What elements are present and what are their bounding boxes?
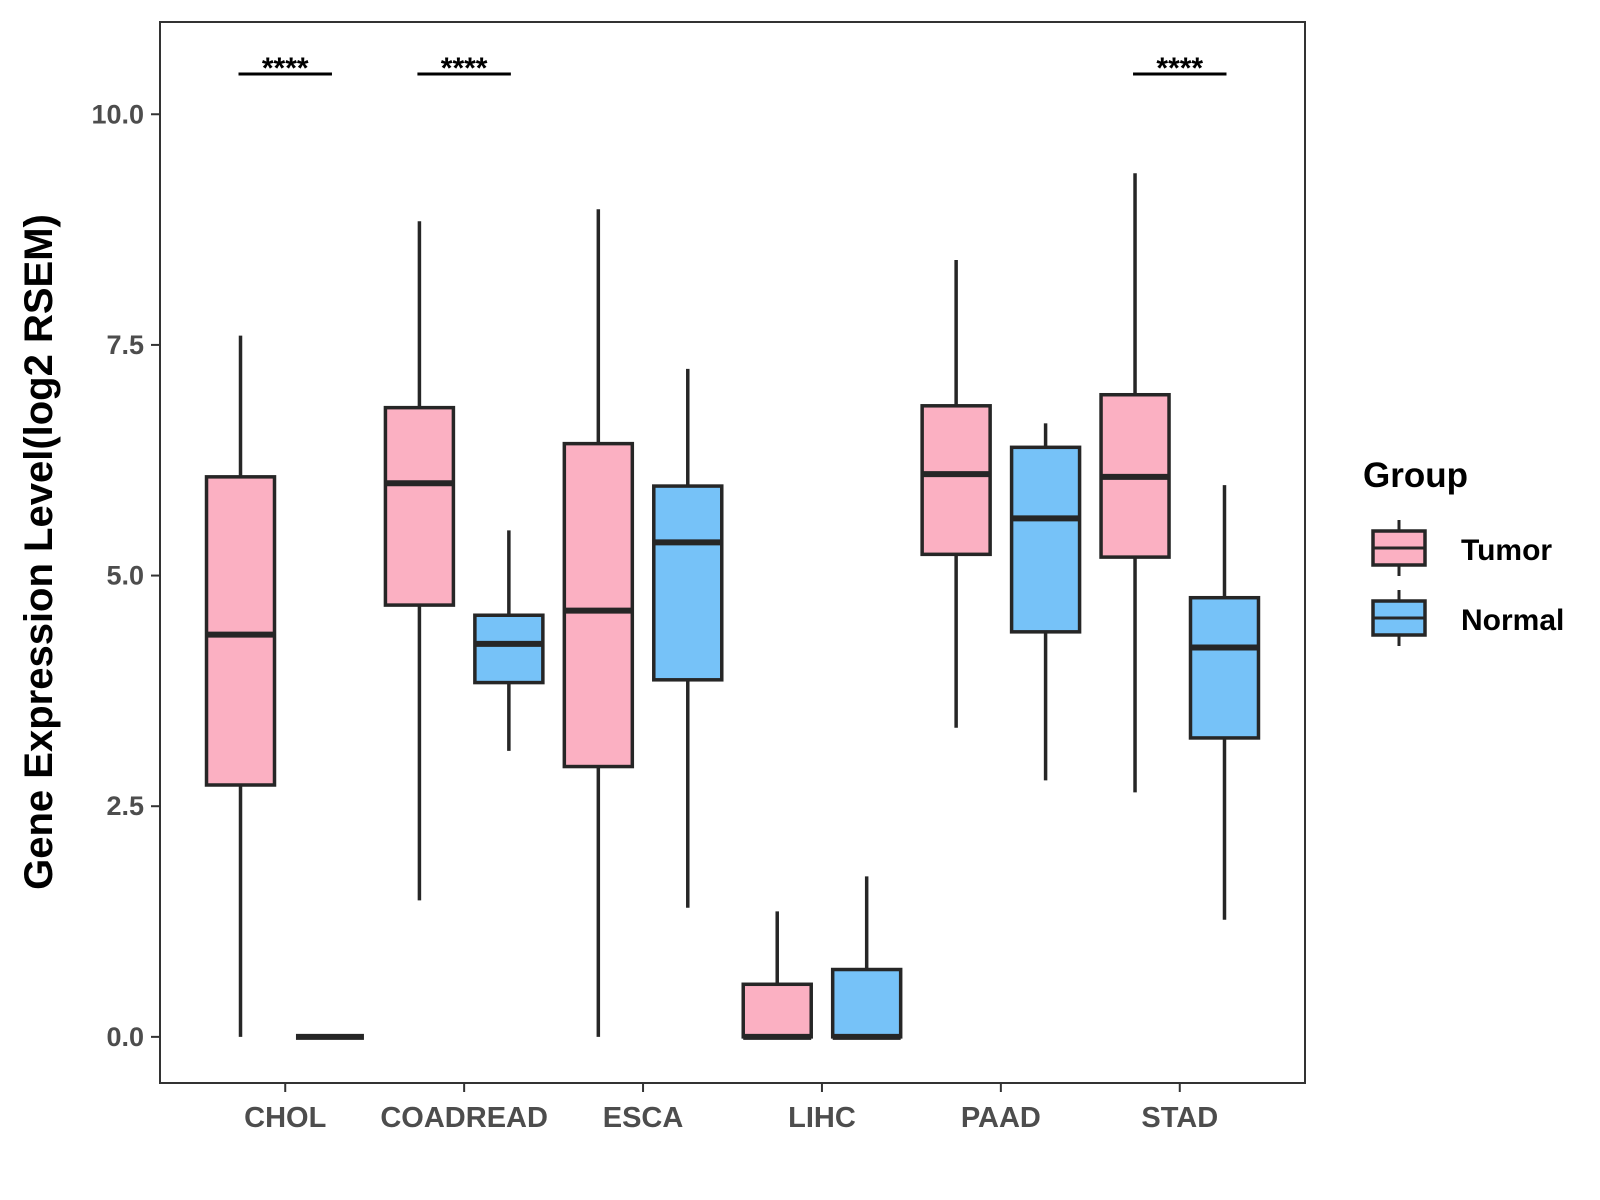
legend-key-normal [1371, 590, 1427, 646]
y-tick-label: 0.0 [106, 1022, 144, 1052]
box-tumor-chol [204, 335, 277, 1037]
y-tick-label: 10.0 [91, 99, 144, 129]
box-body [383, 405, 456, 607]
box-body [204, 475, 277, 787]
legend-title: Group [1363, 456, 1468, 495]
x-tick-label-lihc: LIHC [788, 1102, 856, 1134]
legend-label-tumor: Tumor [1461, 534, 1552, 567]
box-body [1188, 595, 1261, 740]
box-tumor-paad [920, 260, 992, 728]
y-tick-label: 7.5 [106, 330, 144, 360]
box-normal-stad [1188, 485, 1261, 920]
x-tick-label-coadread: COADREAD [380, 1102, 548, 1134]
box-tumor-lihc [741, 911, 813, 1040]
x-tick-label-stad: STAD [1141, 1102, 1218, 1134]
significance-label-chol: **** [262, 52, 309, 85]
y-tick-label: 5.0 [106, 561, 144, 591]
significance-label-coadread: **** [441, 52, 488, 85]
y-axis-title: Gene Expression Level(log2 RSEM) [17, 214, 61, 890]
x-tick-label-chol: CHOL [244, 1102, 326, 1134]
x-tick-label-esca: ESCA [603, 1102, 684, 1134]
box-normal-lihc [830, 876, 903, 1040]
box-body [741, 982, 813, 1039]
significance-label-stad: **** [1156, 52, 1203, 85]
box-normal-esca [652, 368, 724, 908]
box-body [920, 404, 992, 557]
box-body [652, 484, 724, 682]
box-tumor-stad [1099, 173, 1171, 793]
box-tumor-esca [562, 209, 635, 1037]
y-tick-label: 2.5 [106, 791, 144, 821]
box-body [562, 441, 635, 769]
box-body [1009, 445, 1082, 634]
x-tick-label-paad: PAAD [961, 1102, 1041, 1134]
legend-key-tumor [1371, 520, 1427, 576]
box-body [830, 967, 903, 1039]
box-normal-paad [1009, 423, 1082, 781]
box-normal-coadread [473, 530, 545, 751]
box-tumor-coadread [383, 221, 456, 901]
box-body [473, 613, 545, 685]
legend-label-normal: Normal [1461, 604, 1564, 637]
